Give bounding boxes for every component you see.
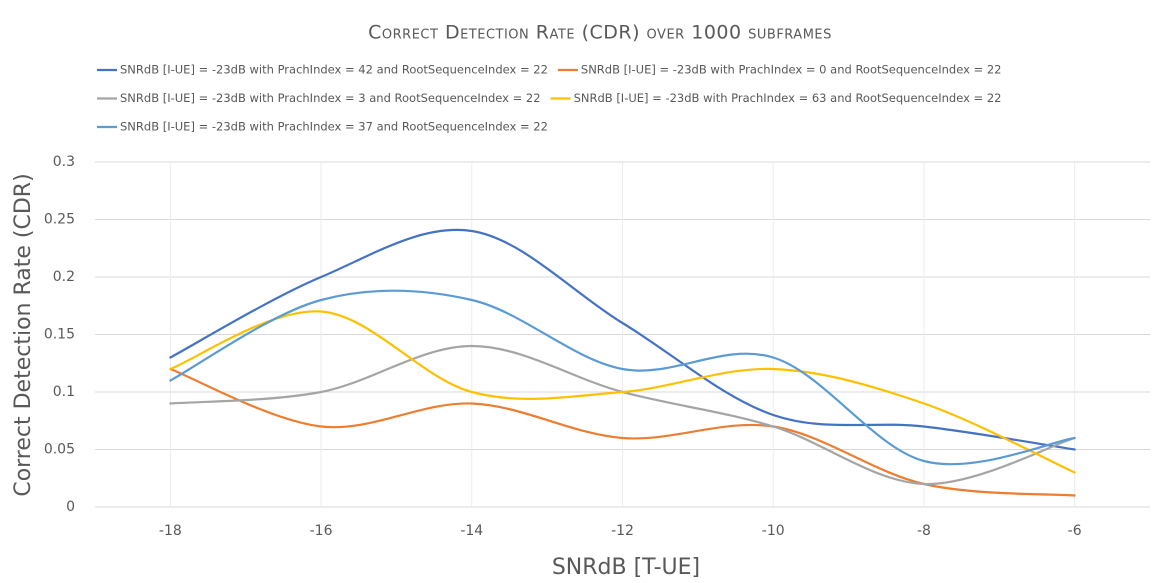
- x-tick-label: -16: [310, 523, 333, 539]
- series-line: [169, 289, 1076, 466]
- x-tick-label: -18: [159, 523, 182, 539]
- y-tick-label: 0.15: [44, 327, 75, 343]
- x-axis-title: SNRdB [T-UE]: [552, 555, 700, 580]
- legend-label: SNRdB [I-UE] = -23dB with PrachIndex = 3…: [120, 120, 548, 134]
- y-tick-label: 0.2: [53, 269, 75, 285]
- chart-title: Correct Detection Rate (CDR) over 1000 s…: [368, 22, 832, 44]
- legend-label: SNRdB [I-UE] = -23dB with PrachIndex = 0…: [581, 63, 1002, 77]
- y-tick-label: 0.1: [53, 384, 75, 400]
- x-tick-label: -14: [460, 523, 483, 539]
- y-tick-label: 0.25: [44, 212, 75, 228]
- legend-label: SNRdB [I-UE] = -23dB with PrachIndex = 3…: [120, 91, 541, 105]
- x-tick-label: -10: [762, 523, 785, 539]
- series-line: [169, 310, 1076, 474]
- series-line: [169, 228, 1076, 451]
- y-tick-label: 0.3: [53, 154, 75, 170]
- legend-label: SNRdB [I-UE] = -23dB with PrachIndex = 6…: [574, 91, 1002, 105]
- x-tick-label: -8: [917, 523, 931, 539]
- legend-label: SNRdB [I-UE] = -23dB with PrachIndex = 4…: [120, 63, 548, 77]
- x-tick-label: -6: [1068, 523, 1082, 539]
- x-tick-label: -12: [611, 523, 634, 539]
- y-tick-label: 0: [66, 499, 75, 515]
- y-axis-title: Correct Detection Rate (CDR): [11, 173, 36, 496]
- y-tick-label: 0.05: [44, 442, 75, 458]
